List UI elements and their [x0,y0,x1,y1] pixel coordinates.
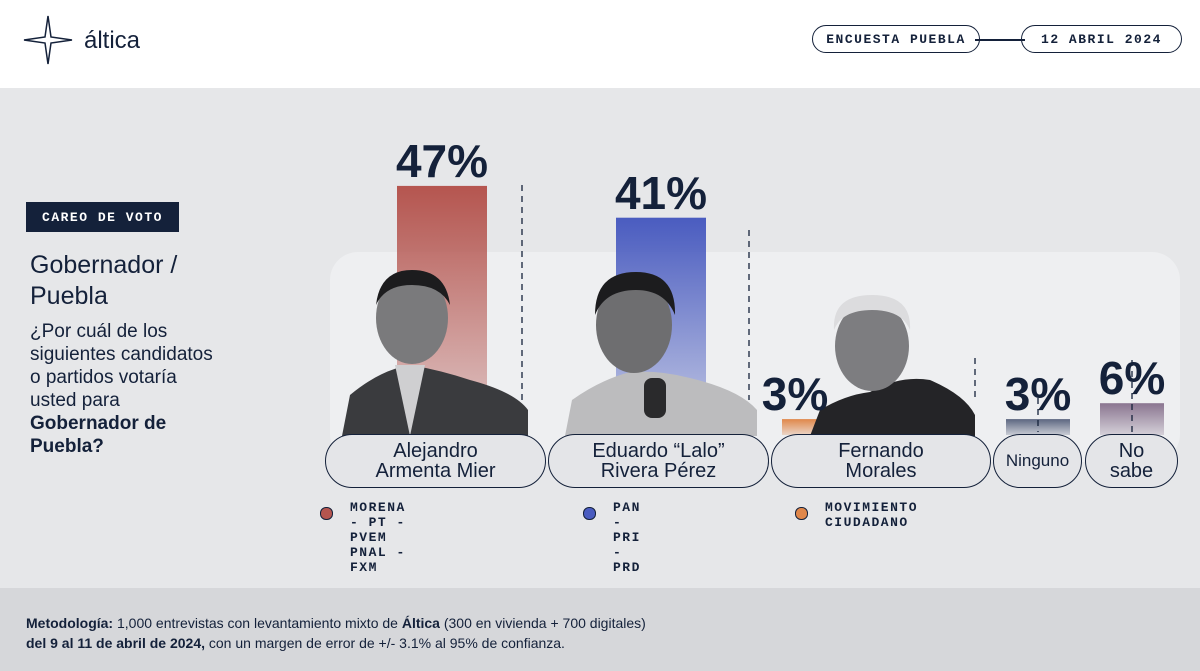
party-name: PNAL - FXM [350,545,406,575]
category-pill: Ninguno [993,434,1082,488]
header: áltica ENCUESTA PUEBLA 12 ABRIL 2024 [0,0,1200,88]
photo [810,295,975,436]
party-name: MOVIMIENTO CIUDADANO [825,500,919,530]
category-label: No sabe [1109,440,1154,482]
tag-chip: ENCUESTA PUEBLA [812,25,980,53]
chart [342,185,1164,436]
party-name: MORENA - PT - PVEM [350,500,406,545]
value-label: 41% [614,166,708,219]
category-label: Fernando Morales [838,440,924,482]
question: ¿Por cuál de los siguientes candidatos o… [30,320,225,458]
bar [1006,419,1070,435]
category-pill: Eduardo “Lalo” Rivera Pérez [548,434,769,488]
value-label: 47% [395,134,489,187]
connector [975,39,1025,41]
party-name: PAN - PRI - PRD [613,500,641,575]
photos [342,270,975,436]
value-label: 6% [1098,352,1166,405]
footer-brand: Áltica [401,615,440,631]
party-dot [320,507,333,520]
value-label: 3% [1004,368,1072,421]
category-pill: Fernando Morales [771,434,991,488]
photo [565,272,757,436]
party-legend: PAN - PRI - PRD [583,500,641,575]
footer-label: Metodología: [26,615,114,631]
value-label: 3% [761,368,829,421]
brand: áltica [84,27,141,54]
footer-text: (300 en vivienda + 700 digitales) [439,615,646,631]
methodology: Metodología: 1,000 entrevistas con levan… [26,613,1176,653]
category-pill: No sabe [1085,434,1178,488]
party-legend: MORENA - PT - PVEM PNAL - FXM [320,500,406,575]
sidebar-title: Gobernador / Puebla [30,251,178,310]
logo-star [23,15,73,65]
category-pill: Alejandro Armenta Mier [325,434,546,488]
party-dot [583,507,596,520]
category-label: Eduardo “Lalo” Rivera Pérez [592,440,725,482]
party-dot [795,507,808,520]
dividers [521,185,1133,432]
category-label: Alejandro Armenta Mier [375,440,496,482]
question-bold: Gobernador de Puebla? [30,413,167,457]
footer-text: 1,000 entrevistas con levantamiento mixt… [113,615,402,631]
footer-dates: del 9 al 11 de abril de 2024, [26,635,205,651]
footer-text: con un margen de error de +/- 3.1% al 95… [205,635,565,651]
party-legend: MOVIMIENTO CIUDADANO [795,500,918,530]
badge: CAREO DE VOTO [26,202,179,232]
question-text: ¿Por cuál de los siguientes candidatos o… [30,321,213,411]
date-chip: 12 ABRIL 2024 [1021,25,1182,53]
footer: Metodología: 1,000 entrevistas con levan… [0,588,1200,671]
photo [342,270,528,436]
category-label: Ninguno [1005,451,1070,470]
